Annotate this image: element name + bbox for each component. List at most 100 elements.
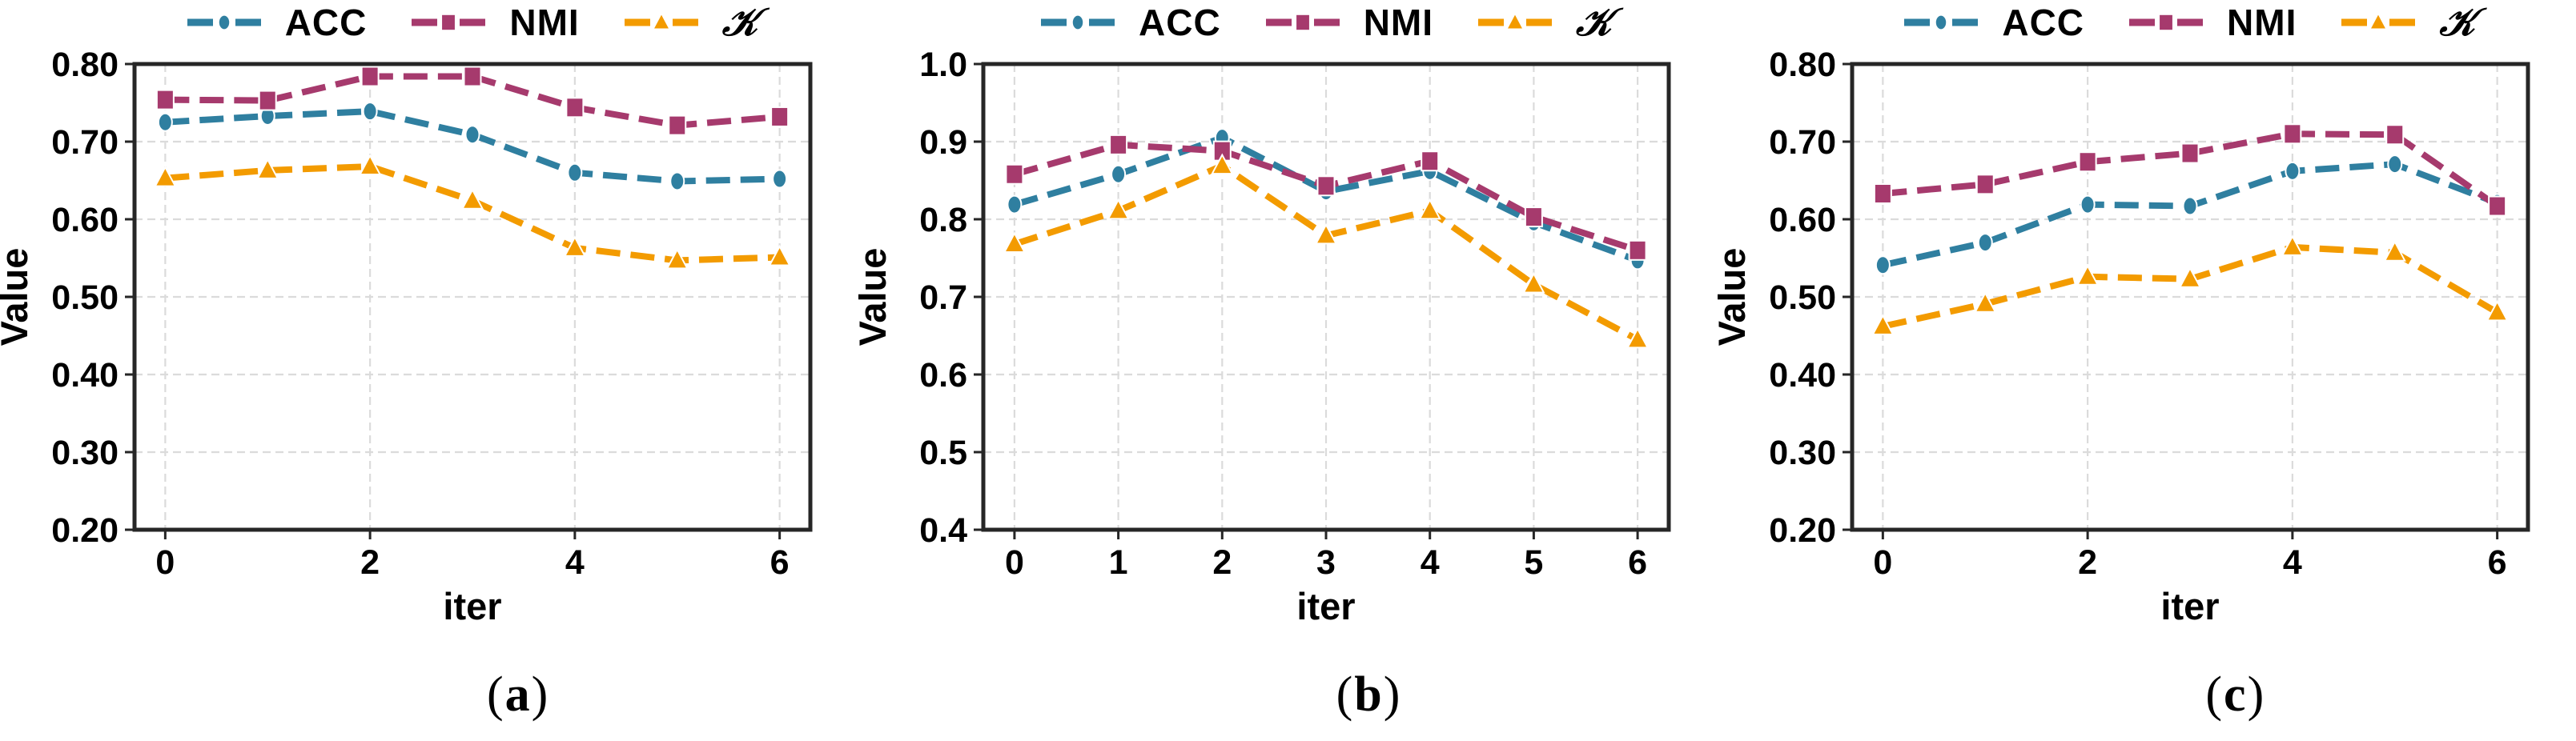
triangle-marker xyxy=(1003,231,1027,254)
legend-dash xyxy=(2129,18,2156,26)
x-tick-label: 0 xyxy=(1873,543,1892,582)
caption-open-paren: ( xyxy=(2205,667,2223,722)
caption-open-paren: ( xyxy=(1336,667,1353,722)
triangle-marker xyxy=(2178,266,2201,288)
y-axis-label: Value xyxy=(0,248,35,346)
legend-dash xyxy=(460,18,486,26)
legend-label-kappa: 𝒦 xyxy=(1576,0,1612,45)
nmi-dash-square-icon xyxy=(2129,13,2204,32)
panel-a: 0.20 0.30 0.40 0.50 0.60 0.70 0.80 0 2 4 6 Value ite… xyxy=(0,0,858,741)
legend-item-acc: ACC xyxy=(187,4,368,41)
x-tick-label: 1 xyxy=(1109,543,1128,582)
kappa-dash-triangle-icon xyxy=(2341,12,2416,30)
square-marker xyxy=(463,66,482,87)
legend-dash xyxy=(1265,18,1292,26)
triangle-marker xyxy=(2076,264,2099,286)
caption-letter: a xyxy=(504,667,530,722)
triangle-marker xyxy=(1211,153,1234,175)
circle-marker xyxy=(2080,194,2096,214)
x-tick-label: 6 xyxy=(2487,543,2506,582)
x-tick-label: 0 xyxy=(1005,543,1024,582)
legend: ACC NMI 𝒦 xyxy=(1852,2,2528,43)
triangle-marker xyxy=(2486,299,2509,322)
plot-border xyxy=(981,62,1671,532)
x-tick-label: 0 xyxy=(155,543,175,582)
caption-letter: b xyxy=(1354,667,1382,722)
triangle-marker xyxy=(665,247,689,270)
legend-dash xyxy=(624,18,650,26)
kappa-dash-triangle-icon xyxy=(1478,12,1553,30)
legend-item-nmi: NMI xyxy=(1265,4,1433,41)
y-tick-label: 0.8 xyxy=(920,201,968,239)
legend-dash xyxy=(2177,18,2204,26)
square-marker xyxy=(360,66,380,87)
triangle-marker xyxy=(460,188,484,210)
circle-marker xyxy=(1007,194,1023,214)
acc-dash-circle-icon xyxy=(1041,14,1115,31)
kappa-dash-triangle-icon xyxy=(624,12,698,30)
x-tick-label: 6 xyxy=(1628,543,1647,582)
triangle-marker xyxy=(1626,326,1650,349)
circle-marker xyxy=(2285,161,2301,181)
line-chart-c: 0.20 0.30 0.40 0.50 0.60 0.70 0.80 0 2 4 6 Value ite… xyxy=(1718,46,2530,627)
x-axis-label: iter xyxy=(2160,585,2219,627)
legend-label-nmi: NMI xyxy=(509,2,580,43)
legend-dash xyxy=(1041,18,1067,26)
caption-letter: c xyxy=(2224,667,2246,722)
square-marker xyxy=(258,90,277,111)
square-marker xyxy=(668,114,687,136)
y-tick-label: 0.40 xyxy=(1769,356,1836,395)
triangle-marker xyxy=(358,154,382,176)
y-axis-label: Value xyxy=(1718,248,1753,346)
triangle-marker xyxy=(768,244,791,266)
legend-dash xyxy=(1952,18,1979,26)
square-marker xyxy=(2180,142,2200,164)
triangle-marker xyxy=(1522,271,1545,294)
y-tick-label: 0.7 xyxy=(920,278,968,317)
x-tick-label: 4 xyxy=(565,543,585,582)
line-chart-a: 0.20 0.30 0.40 0.50 0.60 0.70 0.80 0 2 4 6 Value ite… xyxy=(0,46,813,627)
panel-c: 0.20 0.30 0.40 0.50 0.60 0.70 0.80 0 2 4 6 Value ite… xyxy=(1718,0,2576,741)
y-tick-label: 0.20 xyxy=(51,511,119,550)
legend-dash xyxy=(2341,18,2368,26)
legend-item-kappa: 𝒦 xyxy=(624,0,758,45)
nmi-dash-square-icon xyxy=(1265,13,1340,32)
plot-border xyxy=(1850,62,2530,532)
nmi-dash-square-icon xyxy=(412,13,486,32)
legend-label-acc: ACC xyxy=(1139,2,1221,43)
y-tick-label: 0.9 xyxy=(920,123,968,162)
y-tick-label: 0.80 xyxy=(1769,46,1836,84)
legend-dash xyxy=(1478,18,1505,26)
circle-marker xyxy=(567,162,583,182)
y-tick-label: 0.30 xyxy=(51,434,119,472)
triangle-marker xyxy=(256,158,279,179)
square-marker xyxy=(2487,195,2506,217)
square-marker xyxy=(1421,150,1440,172)
circle-marker xyxy=(1071,14,1085,31)
triangle-marker xyxy=(2281,234,2304,256)
legend-label-kappa: 𝒦 xyxy=(721,0,758,45)
triangle-marker xyxy=(1418,198,1442,220)
legend-dash xyxy=(2389,18,2416,26)
caption-close-paren: ) xyxy=(531,667,549,722)
panel-b: 0.4 0.5 0.6 0.7 0.8 0.9 1.0 0 1 2 3 4 5 6 Value iter AC… xyxy=(858,0,1717,741)
legend-label-kappa: 𝒦 xyxy=(2439,0,2475,45)
x-tick-label: 3 xyxy=(1316,543,1336,582)
square-marker xyxy=(155,89,175,110)
legend-dash xyxy=(412,18,438,26)
legend-item-kappa: 𝒦 xyxy=(2341,3,2475,42)
legend-dash xyxy=(187,18,213,26)
square-marker xyxy=(2283,123,2302,145)
triangle-marker xyxy=(2383,240,2406,262)
circle-marker xyxy=(217,14,231,31)
circle-marker xyxy=(2386,154,2402,174)
x-tick-label: 2 xyxy=(360,543,380,582)
y-tick-label: 0.40 xyxy=(51,356,119,395)
caption-c: (c) xyxy=(1718,655,2576,735)
plot-border xyxy=(132,62,813,532)
legend-item-acc: ACC xyxy=(1904,4,2084,41)
circle-marker xyxy=(362,102,378,122)
circle-marker xyxy=(157,112,173,132)
x-axis-label: iter xyxy=(1297,585,1356,627)
acc-dash-circle-icon xyxy=(187,14,261,31)
